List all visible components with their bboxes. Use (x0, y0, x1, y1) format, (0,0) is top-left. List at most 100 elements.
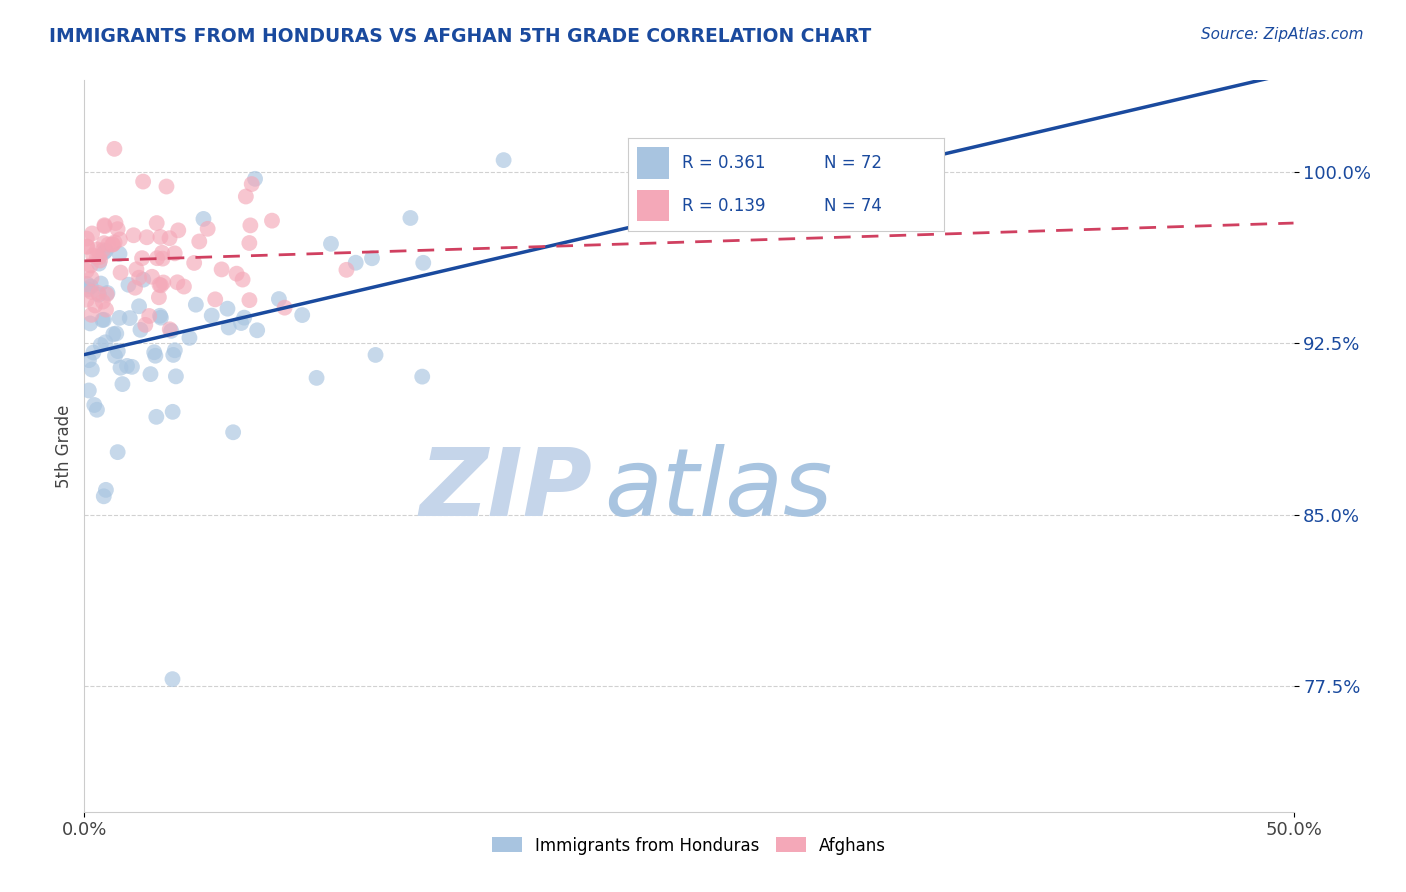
Point (235, 189, 257, 203)
Legend: Immigrants from Honduras, Afghans: Immigrants from Honduras, Afghans (492, 837, 886, 855)
Point (94, 335, 117, 350)
Point (233, 310, 256, 325)
Point (80, 279, 103, 293)
Point (159, 231, 181, 245)
Point (118, 311, 141, 326)
Point (167, 223, 190, 237)
Point (82, 227, 104, 241)
Point (149, 309, 172, 323)
Point (94, 483, 117, 497)
Point (188, 235, 211, 249)
Point (162, 672, 184, 686)
Point (103, 327, 125, 342)
Point (129, 323, 152, 337)
Point (155, 179, 177, 194)
Point (87, 257, 110, 271)
Point (238, 293, 260, 307)
Text: N = 74: N = 74 (824, 196, 882, 215)
Point (89, 250, 111, 264)
Point (124, 281, 146, 295)
Point (211, 262, 233, 277)
Y-axis label: 5th Grade: 5th Grade (55, 404, 73, 488)
Point (128, 299, 150, 313)
Point (101, 237, 124, 252)
Point (243, 171, 266, 186)
Point (90, 338, 112, 352)
Point (229, 316, 252, 330)
Point (246, 323, 269, 337)
Point (159, 322, 181, 336)
Text: R = 0.361: R = 0.361 (682, 154, 765, 172)
Point (80, 308, 103, 322)
Point (141, 269, 163, 284)
Point (97, 237, 120, 252)
Point (225, 267, 247, 281)
Point (163, 343, 186, 358)
Point (139, 367, 162, 381)
Point (183, 256, 205, 270)
Point (125, 262, 148, 277)
Point (93, 489, 115, 503)
Point (87, 287, 110, 301)
Point (132, 273, 155, 287)
Point (149, 310, 172, 325)
Point (107, 344, 129, 359)
Point (160, 324, 183, 338)
Point (87, 285, 110, 300)
Point (108, 247, 131, 261)
Point (122, 228, 145, 243)
Point (84, 298, 107, 312)
Point (108, 310, 131, 325)
Point (162, 348, 184, 362)
Point (143, 345, 166, 359)
Point (103, 142, 125, 156)
Point (148, 277, 170, 292)
Point (152, 252, 174, 266)
Point (150, 245, 173, 260)
Point (91, 243, 114, 257)
Point (77, 384, 100, 398)
Point (86, 250, 108, 264)
Point (80, 259, 103, 273)
Point (86, 402, 108, 417)
Point (145, 349, 167, 363)
Point (105, 326, 128, 341)
Point (399, 211, 422, 225)
Point (94, 302, 117, 317)
Point (79, 317, 101, 331)
Point (111, 377, 134, 392)
Point (80, 285, 103, 299)
Point (94, 244, 117, 258)
Point (107, 445, 129, 459)
Text: IMMIGRANTS FROM HONDURAS VS AFGHAN 5TH GRADE CORRELATION CHART: IMMIGRANTS FROM HONDURAS VS AFGHAN 5TH G… (49, 27, 872, 45)
Point (76, 277, 98, 291)
FancyBboxPatch shape (637, 147, 669, 178)
Point (217, 301, 239, 316)
Text: R = 0.139: R = 0.139 (682, 196, 765, 215)
Point (104, 216, 127, 230)
Point (110, 266, 132, 280)
Point (364, 348, 387, 362)
Point (93, 236, 115, 251)
Point (152, 276, 174, 290)
Point (193, 211, 215, 226)
Point (134, 318, 156, 332)
Point (260, 213, 283, 227)
Point (131, 251, 153, 265)
Point (80, 362, 103, 376)
Point (76, 293, 98, 307)
Point (204, 293, 226, 307)
Point (76, 231, 98, 245)
Point (117, 277, 139, 292)
Point (179, 331, 201, 345)
Point (412, 256, 434, 270)
Point (335, 263, 357, 277)
Point (104, 235, 127, 250)
Point (76, 240, 98, 254)
Point (83, 398, 105, 412)
Point (149, 278, 172, 293)
Point (138, 309, 160, 323)
Point (240, 177, 263, 191)
Point (76, 239, 98, 253)
Point (82, 248, 104, 262)
